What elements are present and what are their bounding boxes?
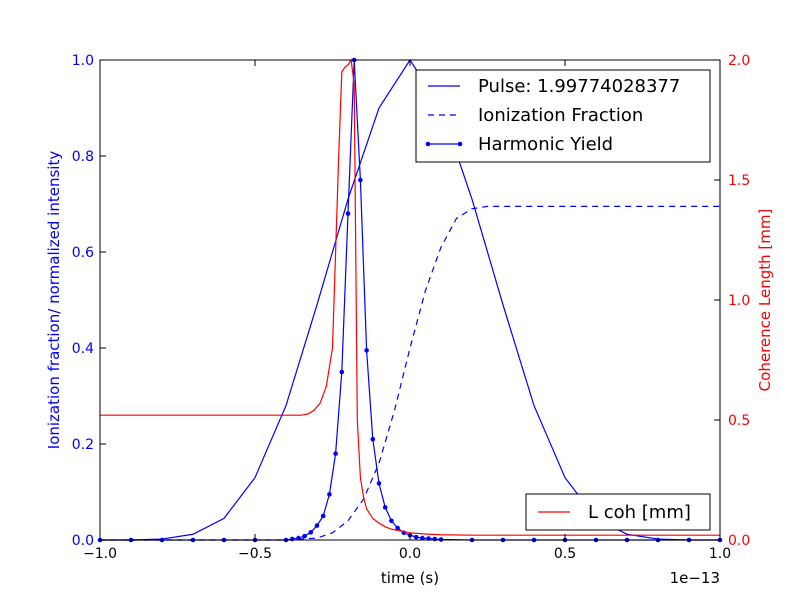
data-point bbox=[420, 535, 425, 541]
x-tick-label: 0.0 bbox=[399, 546, 421, 562]
legend-label-harmonic: Harmonic Yield bbox=[478, 134, 613, 155]
right-y-tick-label: 1.5 bbox=[728, 173, 750, 189]
data-point bbox=[432, 536, 438, 542]
legend-marker-harmonic-right bbox=[457, 141, 463, 147]
x-tick-label: 1.0 bbox=[709, 546, 731, 562]
legend-label-ionization: Ionization Fraction bbox=[478, 105, 643, 126]
right-y-tick-label: 1.0 bbox=[728, 293, 750, 309]
left-y-tick-label: 0.2 bbox=[72, 437, 94, 453]
data-point bbox=[413, 534, 419, 540]
left-y-tick-label: 1.0 bbox=[72, 53, 94, 69]
legend-label-pulse: Pulse: 1.99774028377 bbox=[478, 76, 680, 97]
left-y-axis-label: Ionization fraction/ normalized intensit… bbox=[45, 151, 63, 450]
legend-label-lcoh: L coh [mm] bbox=[588, 502, 691, 523]
x-tick-label: 0.5 bbox=[554, 546, 576, 562]
legend-marker-harmonic-left bbox=[425, 141, 431, 147]
data-point bbox=[395, 525, 400, 531]
data-point bbox=[358, 177, 363, 183]
right-y-tick-label: 2.0 bbox=[728, 53, 750, 69]
data-point bbox=[364, 348, 369, 353]
right-y-tick-label: 0.5 bbox=[728, 413, 750, 429]
series-line-3 bbox=[100, 58, 720, 536]
data-point bbox=[370, 436, 376, 442]
data-point bbox=[327, 492, 332, 497]
left-y-tick-label: 0.0 bbox=[72, 533, 94, 549]
x-tick-label: −1.0 bbox=[83, 546, 117, 562]
legend-main: Pulse: 1.99774028377 Ionization Fraction… bbox=[415, 69, 711, 163]
right-y-tick-label: 0.0 bbox=[728, 533, 750, 549]
x-axis-label: time (s) bbox=[381, 569, 439, 587]
data-point bbox=[296, 535, 301, 541]
data-point bbox=[339, 369, 345, 375]
left-y-tick-label: 0.6 bbox=[72, 245, 94, 261]
data-point bbox=[389, 518, 394, 524]
left-y-tick-label: 0.4 bbox=[72, 341, 94, 357]
data-point bbox=[320, 513, 326, 519]
data-point bbox=[345, 211, 351, 216]
data-point bbox=[376, 481, 382, 486]
data-point bbox=[308, 530, 314, 535]
legend-main-box bbox=[415, 69, 711, 163]
legend-secondary: L coh [mm] bbox=[525, 493, 711, 531]
data-point bbox=[302, 533, 307, 539]
right-y-axis-label: Coherence Length [mm] bbox=[756, 209, 774, 392]
data-point bbox=[289, 536, 295, 542]
x-axis-offset-text: 1e−13 bbox=[670, 569, 720, 587]
x-tick-label: −0.5 bbox=[238, 546, 272, 562]
data-point bbox=[314, 523, 320, 528]
axis-ticks: −1.0 −0.5 0.0 0.5 1.00.00.20.40.60.81.00.00.… bbox=[72, 53, 751, 562]
left-y-tick-label: 0.8 bbox=[72, 149, 94, 165]
data-point bbox=[382, 505, 388, 510]
data-point bbox=[333, 451, 338, 456]
